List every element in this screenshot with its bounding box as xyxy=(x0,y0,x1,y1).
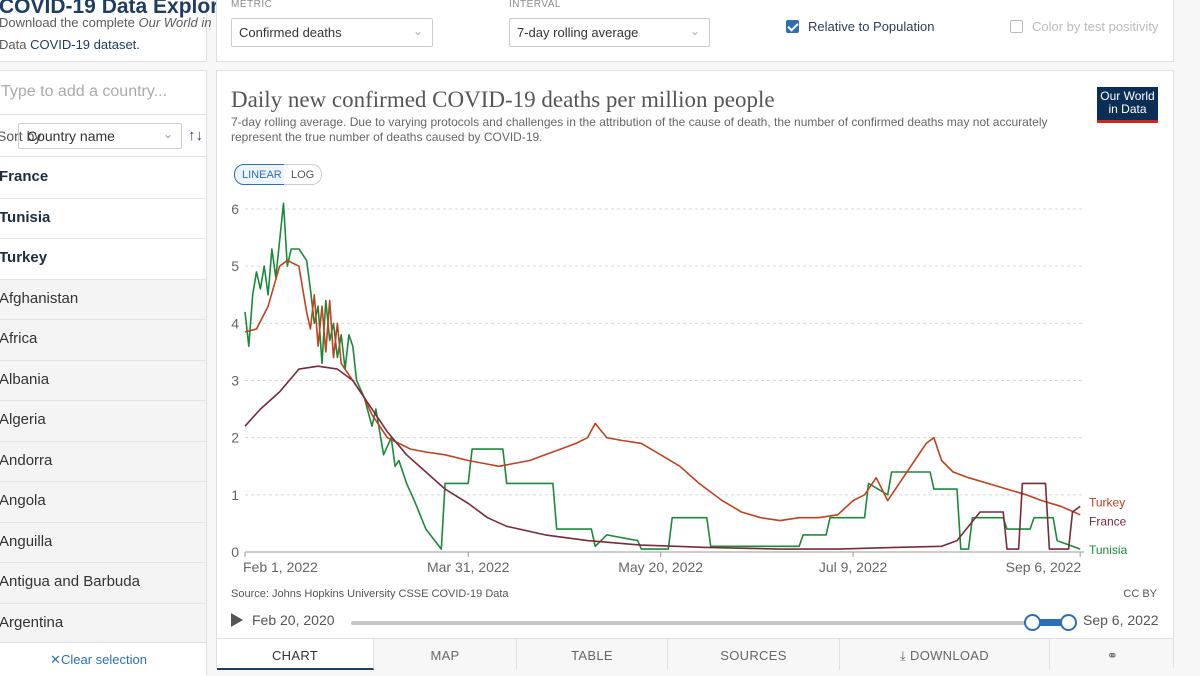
color-by-test-positivity-label: Color by test positivity xyxy=(1032,19,1159,34)
country-search-input[interactable]: Type to add a country... xyxy=(0,71,206,115)
series-line-france xyxy=(244,365,1081,550)
chart-series xyxy=(244,202,1081,550)
sort-value: Country name xyxy=(27,128,115,144)
log-scale-button[interactable]: LOG xyxy=(284,164,323,185)
series-end-label: Tunisia xyxy=(1089,543,1128,557)
country-item[interactable]: Tunisia xyxy=(0,198,206,239)
page-title: COVID-19 Data Explorer xyxy=(0,0,239,18)
intro-brand: Our World in xyxy=(138,15,212,30)
tab-table[interactable]: TABLE xyxy=(517,639,668,670)
intro-text-2: Data xyxy=(0,37,31,52)
tab-download[interactable]: ⤓ DOWNLOAD xyxy=(840,639,1050,670)
interval-select[interactable]: 7-day rolling average ⌄ xyxy=(509,18,710,47)
timeline-start-date: Feb 20, 2020 xyxy=(252,612,335,628)
chevron-down-icon: ⌄ xyxy=(689,24,700,38)
x-tick-label: Sep 6, 2022 xyxy=(1006,559,1082,575)
timeline: Feb 20, 2020 Sep 6, 2022 xyxy=(217,609,1173,637)
chart-license[interactable]: CC BY xyxy=(1123,588,1157,600)
chart-source[interactable]: Source: Johns Hopkins University CSSE CO… xyxy=(231,588,509,600)
chart-panel: Daily new confirmed COVID-19 deaths per … xyxy=(216,70,1175,670)
series-line-tunisia xyxy=(244,202,1081,550)
metric-select[interactable]: Confirmed deaths ⌄ xyxy=(231,18,433,47)
interval-value: 7-day rolling average xyxy=(517,25,639,40)
country-item[interactable]: Antigua and Barbuda xyxy=(0,563,206,604)
relative-to-population-label: Relative to Population xyxy=(808,19,935,34)
tab-sources[interactable]: SOURCES xyxy=(668,639,840,670)
y-tick-label: 0 xyxy=(231,544,239,560)
sort-by-label: Sort by xyxy=(0,128,42,144)
chevron-down-icon: ⌄ xyxy=(412,24,423,38)
controls-bar: METRIC Confirmed deaths ⌄ INTERVAL 7-day… xyxy=(216,0,1174,62)
tab-share[interactable]: ⚭ xyxy=(1050,639,1175,670)
intro-line-1: Download the complete Our World in xyxy=(0,15,211,30)
interval-label: INTERVAL xyxy=(509,0,561,10)
x-tick-label: Feb 1, 2022 xyxy=(243,559,318,575)
y-axis-ticks: 0 1 2 3 4 5 6 xyxy=(231,201,239,560)
dataset-link[interactable]: COVID-19 dataset. xyxy=(30,37,140,52)
x-tick-label: May 20, 2022 xyxy=(618,559,703,575)
country-item[interactable]: Angola xyxy=(0,482,206,523)
country-list: France Tunisia Turkey Afghanistan Africa Alba… xyxy=(0,158,206,644)
country-item[interactable]: Argentina xyxy=(0,603,206,644)
y-tick-label: 6 xyxy=(231,201,239,217)
timeline-end-date: Sep 6, 2022 xyxy=(1083,612,1159,628)
chart-title: Daily new confirmed COVID-19 deaths per … xyxy=(231,87,775,112)
x-tick-label: Jul 9, 2022 xyxy=(819,559,888,575)
intro-box: COVID-19 Data Explorer Download the comp… xyxy=(0,0,238,62)
color-by-test-positivity-checkbox[interactable]: Color by test positivity xyxy=(1010,19,1158,34)
tab-chart[interactable]: CHART xyxy=(217,639,374,670)
sort-icon[interactable]: ↑↓ xyxy=(188,127,203,144)
timeline-end-handle[interactable] xyxy=(1060,614,1077,631)
country-item[interactable]: Algeria xyxy=(0,401,206,442)
owid-logo[interactable]: Our World in Data xyxy=(1097,87,1158,123)
checkbox-unchecked-icon xyxy=(1010,20,1023,33)
country-item[interactable]: Albania xyxy=(0,360,206,401)
y-tick-label: 5 xyxy=(231,258,239,274)
chevron-down-icon: ⌄ xyxy=(162,127,173,141)
series-line-turkey xyxy=(244,259,1081,522)
metric-value: Confirmed deaths xyxy=(239,25,342,40)
checkbox-checked-icon xyxy=(786,20,799,33)
x-axis-ticks: Feb 1, 2022 Mar 31, 2022 May 20, 2022 Jul 9… xyxy=(243,552,1081,575)
chart-tabs: CHART MAP TABLE SOURCES ⤓ DOWNLOAD ⚭ xyxy=(217,638,1175,670)
download-icon: ⤓ xyxy=(900,648,910,663)
country-item[interactable]: France xyxy=(0,158,206,199)
chart-grid xyxy=(245,208,1084,553)
linear-scale-button[interactable]: LINEAR xyxy=(234,164,290,185)
y-tick-label: 3 xyxy=(231,373,239,389)
y-tick-label: 1 xyxy=(231,487,239,503)
country-item[interactable]: Afghanistan xyxy=(0,279,206,320)
logo-line-2: in Data xyxy=(1108,101,1147,116)
play-icon[interactable] xyxy=(231,613,243,627)
line-chart: 0 1 2 3 4 5 6 Feb 1, 2022 Mar 31, 2022 May 20, 2… xyxy=(231,201,1128,575)
chart-subtitle: 7-day rolling average. Due to varying pr… xyxy=(231,115,1048,144)
tab-map[interactable]: MAP xyxy=(374,639,517,670)
country-item[interactable]: Andorra xyxy=(0,441,206,482)
series-end-label: Turkey xyxy=(1089,495,1125,509)
series-end-label: France xyxy=(1089,515,1127,529)
share-icon: ⚭ xyxy=(1106,648,1119,663)
sort-row: Sort by Country name ⌄ ↑↓ xyxy=(0,115,206,157)
metric-label: METRIC xyxy=(231,0,273,10)
timeline-track[interactable] xyxy=(351,621,1068,625)
relative-to-population-checkbox[interactable]: Relative to Population xyxy=(786,19,934,34)
download-label: DOWNLOAD xyxy=(910,648,989,663)
timeline-selection xyxy=(1032,619,1068,626)
timeline-start-handle[interactable] xyxy=(1024,614,1042,631)
intro-line-2: Data COVID-19 dataset. xyxy=(0,37,140,52)
clear-selection-button[interactable]: ✕Clear selection xyxy=(0,642,206,676)
intro-text: Download the complete xyxy=(0,15,139,30)
clear-selection-label: Clear selection xyxy=(60,652,147,667)
series-end-labels: Turkey France Tunisia xyxy=(1089,495,1128,557)
sort-select[interactable]: Country name ⌄ xyxy=(18,123,182,149)
y-tick-label: 4 xyxy=(231,315,239,331)
y-tick-label: 2 xyxy=(231,430,239,446)
x-tick-label: Mar 31, 2022 xyxy=(427,559,510,575)
country-sidebar: Type to add a country... Sort by Country… xyxy=(0,70,207,676)
country-item[interactable]: Turkey xyxy=(0,239,206,280)
country-item[interactable]: Anguilla xyxy=(0,522,206,563)
country-item[interactable]: Africa xyxy=(0,320,206,361)
logo-line-1: Our World xyxy=(1100,89,1155,103)
